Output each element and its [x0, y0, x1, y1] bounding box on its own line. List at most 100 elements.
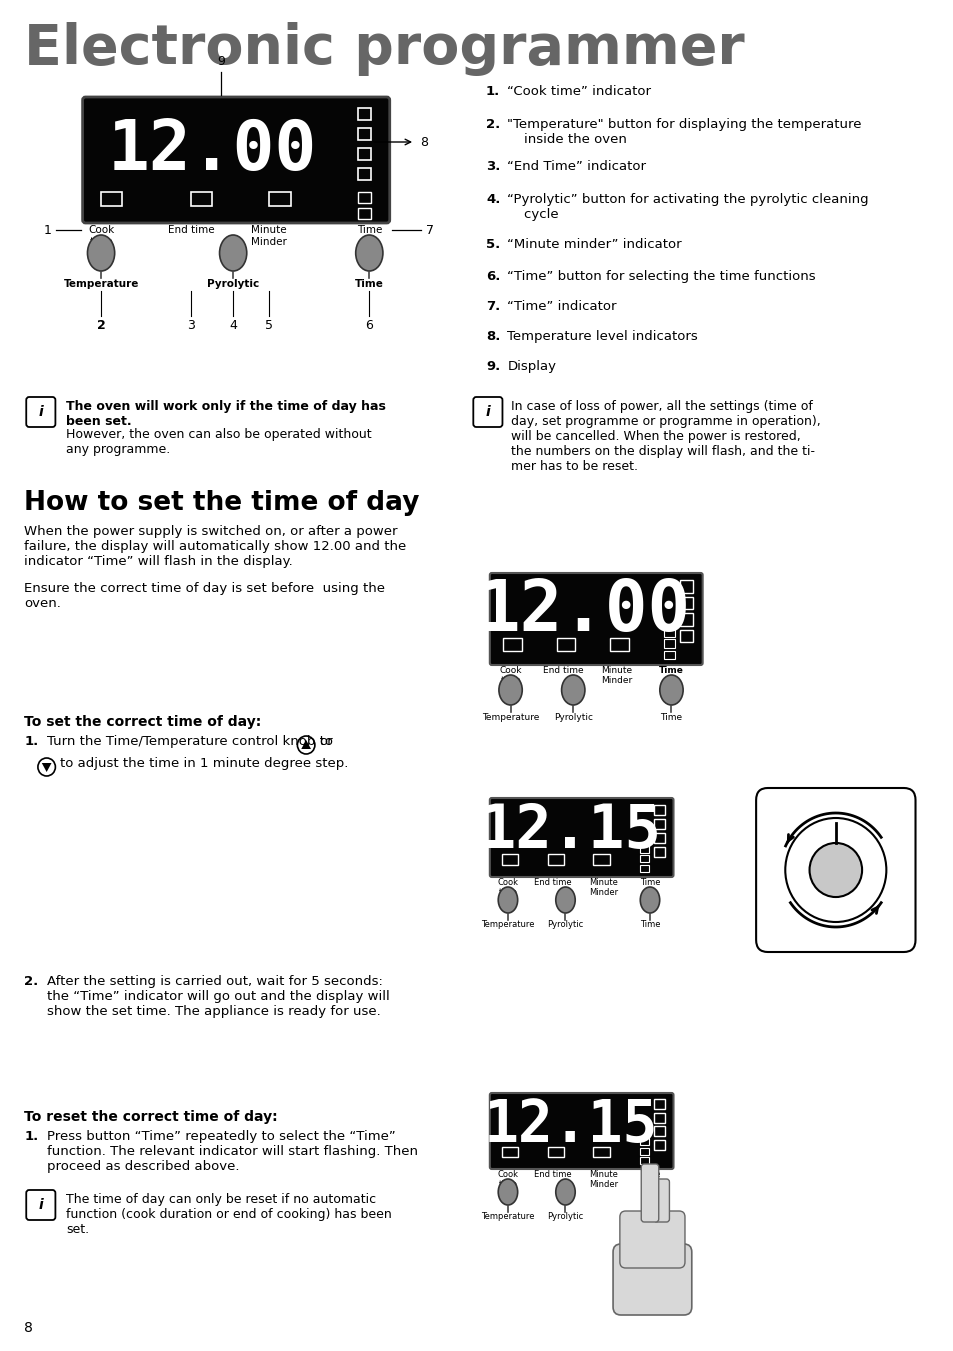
Ellipse shape	[497, 888, 517, 913]
Text: 7.: 7.	[485, 300, 499, 313]
Text: Temperature level indicators: Temperature level indicators	[507, 330, 698, 343]
Text: To reset the correct time of day:: To reset the correct time of day:	[24, 1111, 277, 1124]
Text: 3.: 3.	[485, 159, 499, 173]
Text: End time: End time	[534, 1170, 571, 1179]
Bar	[663, 651, 674, 659]
Bar	[357, 168, 371, 180]
Text: 6: 6	[365, 319, 373, 332]
Polygon shape	[42, 763, 51, 771]
Text: 12.00: 12.00	[476, 577, 690, 647]
Text: “Minute minder” indicator: “Minute minder” indicator	[507, 238, 681, 251]
FancyBboxPatch shape	[619, 1210, 684, 1269]
Bar	[679, 597, 693, 609]
Bar	[653, 1100, 664, 1109]
Text: 9.: 9.	[485, 359, 499, 373]
Text: 5: 5	[265, 319, 273, 332]
Text: Pyrolytic: Pyrolytic	[547, 920, 583, 929]
Bar	[357, 128, 371, 141]
Text: Cook
time: Cook time	[497, 878, 517, 897]
Text: Minute
Minder: Minute Minder	[588, 878, 618, 897]
Bar	[609, 639, 628, 651]
Text: Temperature: Temperature	[63, 280, 138, 289]
Bar	[679, 630, 693, 642]
Text: In case of loss of power, all the settings (time of
day, set programme or progra: In case of loss of power, all the settin…	[511, 400, 821, 473]
Text: Press button “Time” repeatedly to select the “Time”
function. The relevant indic: Press button “Time” repeatedly to select…	[47, 1129, 417, 1173]
Ellipse shape	[497, 1179, 517, 1205]
Bar	[653, 847, 664, 857]
Bar	[269, 192, 291, 205]
Text: Ensure the correct time of day is set before  using the
oven.: Ensure the correct time of day is set be…	[24, 582, 385, 611]
Text: 1.: 1.	[485, 85, 499, 99]
Text: 12.15: 12.15	[483, 1097, 658, 1154]
Text: Minute
Minder: Minute Minder	[251, 226, 287, 247]
Text: Pyrolytic: Pyrolytic	[207, 280, 259, 289]
Text: Electronic programmer: Electronic programmer	[24, 22, 744, 76]
Text: 1.: 1.	[24, 735, 38, 748]
Text: 2: 2	[96, 319, 106, 332]
Ellipse shape	[659, 676, 682, 705]
Text: “End Time” indicator: “End Time” indicator	[507, 159, 645, 173]
Text: 7: 7	[425, 223, 434, 236]
Text: to adjust the time in 1 minute degree step.: to adjust the time in 1 minute degree st…	[60, 757, 348, 770]
Text: 9: 9	[217, 55, 225, 68]
Text: i: i	[38, 1198, 43, 1212]
Text: To set the correct time of day:: To set the correct time of day:	[24, 715, 261, 730]
Text: Time: Time	[639, 1170, 659, 1179]
Text: “Cook time” indicator: “Cook time” indicator	[507, 85, 651, 99]
Ellipse shape	[355, 235, 382, 272]
Text: 6.: 6.	[485, 270, 499, 282]
Bar	[679, 613, 693, 626]
Text: Pyrolytic: Pyrolytic	[547, 1212, 583, 1221]
Text: 4.: 4.	[485, 193, 499, 205]
Text: 8.: 8.	[485, 330, 499, 343]
FancyBboxPatch shape	[653, 1179, 669, 1223]
Text: 5.: 5.	[485, 238, 499, 251]
FancyBboxPatch shape	[489, 573, 702, 665]
Bar	[653, 1113, 664, 1123]
Text: Pyrolytic: Pyrolytic	[553, 713, 592, 721]
Bar	[556, 639, 575, 651]
Text: How to set the time of day: How to set the time of day	[24, 490, 419, 516]
Ellipse shape	[639, 888, 659, 913]
Text: Cook
time: Cook time	[497, 1170, 517, 1189]
Bar	[191, 192, 213, 205]
Text: 2.: 2.	[24, 975, 38, 988]
Bar	[547, 854, 563, 865]
Bar	[653, 832, 664, 843]
Text: End time: End time	[542, 666, 582, 676]
Text: “Time” button for selecting the time functions: “Time” button for selecting the time fun…	[507, 270, 815, 282]
Text: End time: End time	[534, 878, 571, 888]
Bar	[663, 628, 674, 636]
Bar	[639, 1156, 648, 1165]
Text: 1: 1	[44, 223, 51, 236]
Text: 12.00: 12.00	[108, 118, 316, 184]
FancyBboxPatch shape	[83, 97, 390, 223]
Text: Minute
Minder: Minute Minder	[601, 666, 632, 685]
Bar	[503, 639, 521, 651]
Bar	[653, 1127, 664, 1136]
Bar	[501, 1147, 517, 1156]
FancyBboxPatch shape	[640, 1165, 659, 1223]
Text: 4: 4	[229, 319, 237, 332]
Text: End time: End time	[168, 226, 214, 235]
FancyBboxPatch shape	[489, 1093, 673, 1169]
Ellipse shape	[556, 888, 575, 913]
Text: Cook
time: Cook time	[88, 226, 114, 247]
Text: Time: Time	[355, 280, 383, 289]
Bar	[639, 865, 648, 871]
Text: 8: 8	[419, 135, 427, 149]
Bar	[501, 854, 517, 865]
Text: 1.: 1.	[24, 1129, 38, 1143]
Bar	[547, 1147, 563, 1156]
Bar	[101, 192, 122, 205]
Bar	[653, 819, 664, 830]
Bar	[639, 844, 648, 852]
FancyBboxPatch shape	[489, 798, 673, 877]
Text: Time: Time	[659, 666, 683, 676]
Bar	[357, 208, 371, 219]
Text: The oven will work only if the time of day has
been set.: The oven will work only if the time of d…	[66, 400, 386, 428]
Text: 12.15: 12.15	[479, 802, 661, 861]
Bar	[593, 854, 609, 865]
Text: Minute
Minder: Minute Minder	[588, 1170, 618, 1189]
Bar	[639, 1147, 648, 1155]
